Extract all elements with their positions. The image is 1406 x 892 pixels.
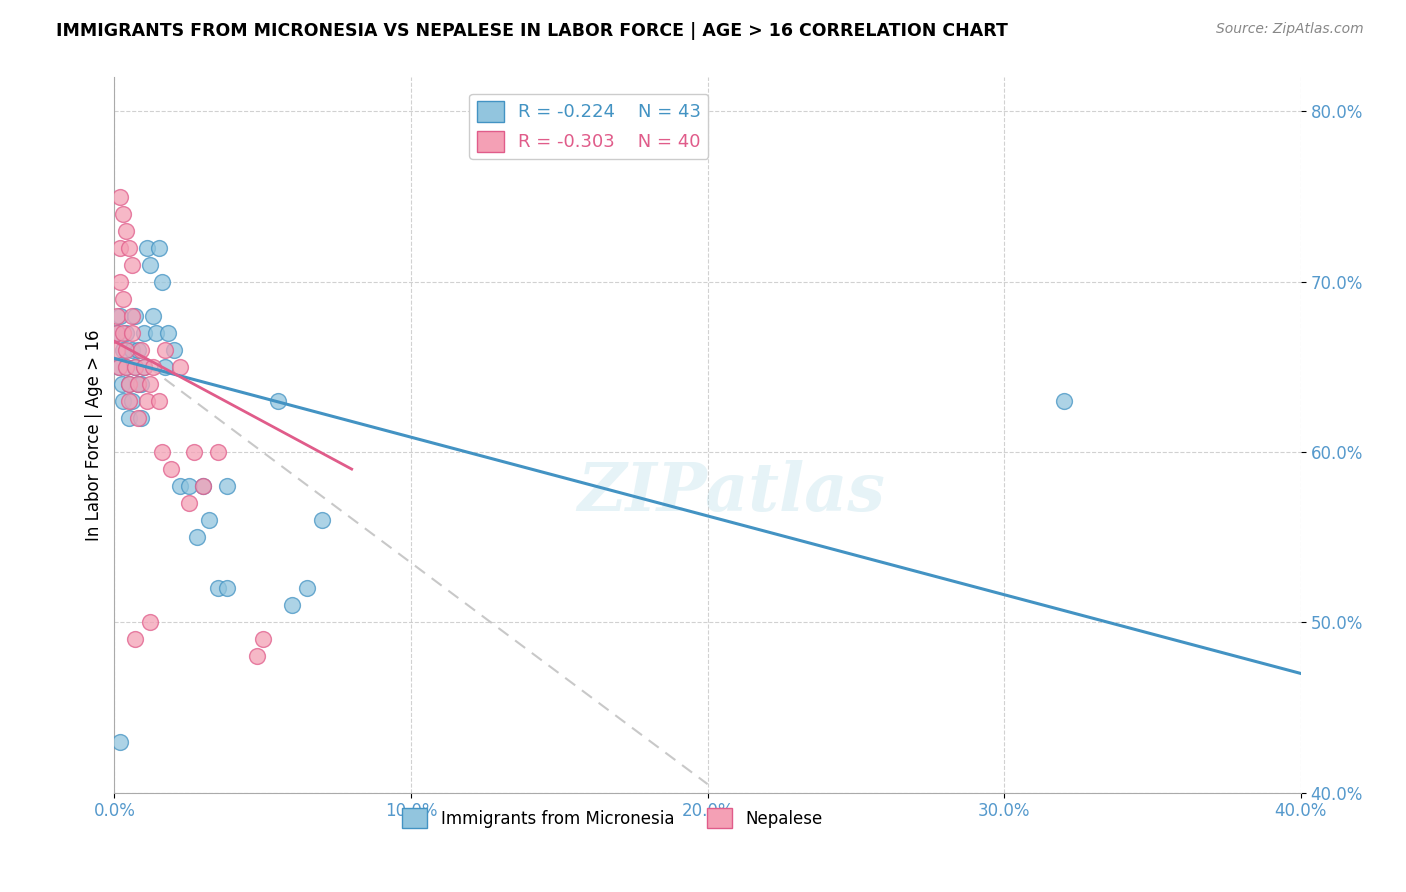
- Point: [132, 326, 155, 340]
- Point: [121, 258, 143, 272]
- Point: [115, 326, 138, 340]
- Point: [169, 359, 191, 374]
- Point: [1052, 394, 1074, 409]
- Point: [177, 479, 200, 493]
- Point: [311, 513, 333, 527]
- Point: [127, 411, 149, 425]
- Point: [148, 241, 170, 255]
- Point: [163, 343, 186, 357]
- Point: [105, 326, 128, 340]
- Point: [129, 343, 152, 357]
- Point: [186, 530, 208, 544]
- Text: IMMIGRANTS FROM MICRONESIA VS NEPALESE IN LABOR FORCE | AGE > 16 CORRELATION CHA: IMMIGRANTS FROM MICRONESIA VS NEPALESE I…: [56, 22, 1008, 40]
- Point: [281, 599, 304, 613]
- Point: [217, 582, 239, 596]
- Point: [105, 309, 128, 323]
- Point: [110, 275, 132, 289]
- Point: [132, 359, 155, 374]
- Point: [111, 376, 134, 391]
- Point: [156, 326, 179, 340]
- Point: [121, 326, 143, 340]
- Point: [118, 376, 141, 391]
- Point: [118, 411, 141, 425]
- Point: [142, 309, 165, 323]
- Point: [108, 359, 131, 374]
- Point: [127, 376, 149, 391]
- Point: [112, 292, 135, 306]
- Point: [136, 241, 159, 255]
- Point: [110, 734, 132, 748]
- Point: [139, 258, 162, 272]
- Point: [105, 326, 128, 340]
- Point: [150, 275, 173, 289]
- Legend: Immigrants from Micronesia, Nepalese: Immigrants from Micronesia, Nepalese: [395, 802, 830, 834]
- Point: [124, 359, 146, 374]
- Point: [115, 224, 138, 238]
- Point: [121, 343, 143, 357]
- Point: [295, 582, 318, 596]
- Point: [142, 359, 165, 374]
- Point: [207, 582, 229, 596]
- Text: Source: ZipAtlas.com: Source: ZipAtlas.com: [1216, 22, 1364, 37]
- Point: [110, 241, 132, 255]
- Point: [193, 479, 215, 493]
- Point: [127, 343, 149, 357]
- Point: [139, 376, 162, 391]
- Text: ZIPatlas: ZIPatlas: [578, 459, 886, 524]
- Point: [112, 343, 135, 357]
- Point: [127, 376, 149, 391]
- Point: [121, 309, 143, 323]
- Point: [118, 394, 141, 409]
- Point: [129, 376, 152, 391]
- Point: [252, 632, 274, 647]
- Point: [132, 359, 155, 374]
- Point: [177, 496, 200, 510]
- Point: [115, 359, 138, 374]
- Point: [124, 309, 146, 323]
- Point: [110, 189, 132, 203]
- Point: [183, 445, 205, 459]
- Point: [108, 359, 131, 374]
- Point: [124, 632, 146, 647]
- Point: [153, 359, 176, 374]
- Point: [124, 359, 146, 374]
- Point: [159, 462, 181, 476]
- Y-axis label: In Labor Force | Age > 16: In Labor Force | Age > 16: [86, 329, 103, 541]
- Point: [217, 479, 239, 493]
- Point: [198, 513, 221, 527]
- Point: [105, 343, 128, 357]
- Point: [266, 394, 288, 409]
- Point: [118, 376, 141, 391]
- Point: [110, 309, 132, 323]
- Point: [193, 479, 215, 493]
- Point: [136, 394, 159, 409]
- Point: [207, 445, 229, 459]
- Point: [112, 326, 135, 340]
- Point: [246, 649, 269, 664]
- Point: [148, 394, 170, 409]
- Point: [112, 207, 135, 221]
- Point: [145, 326, 167, 340]
- Point: [112, 394, 135, 409]
- Point: [121, 394, 143, 409]
- Point: [139, 615, 162, 630]
- Point: [115, 359, 138, 374]
- Point: [118, 241, 141, 255]
- Point: [169, 479, 191, 493]
- Point: [115, 343, 138, 357]
- Point: [153, 343, 176, 357]
- Point: [150, 445, 173, 459]
- Point: [129, 411, 152, 425]
